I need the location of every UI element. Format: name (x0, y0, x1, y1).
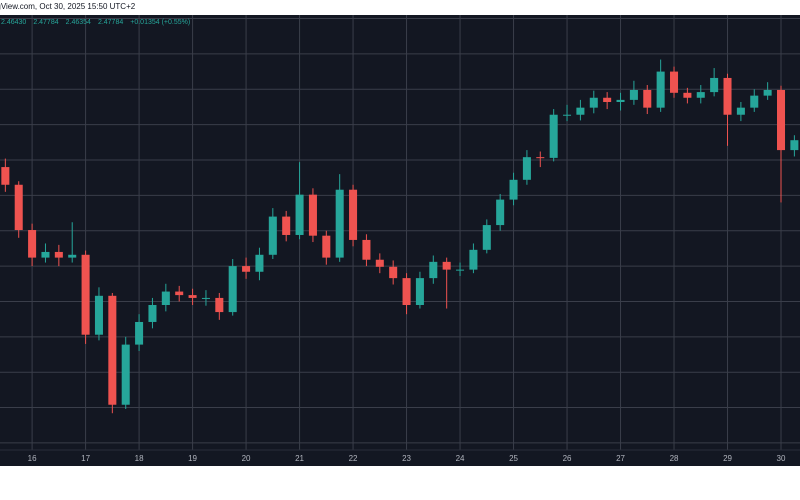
candle-body (14, 184, 23, 231)
x-tick-label: 18 (135, 454, 144, 463)
candle-body (28, 230, 37, 258)
candle-body (201, 297, 210, 299)
candle-body (616, 99, 625, 102)
candles (1, 59, 799, 414)
candle-body (402, 278, 411, 305)
ohlc-legend: 2.46430 2.47784 2.46354 2.47784 +0.01354 (+0… (1, 19, 190, 26)
x-tick-label: 19 (188, 454, 197, 463)
chart-background (0, 15, 800, 466)
candle-body (255, 254, 264, 272)
candle-body (429, 261, 438, 279)
x-tick-label: 23 (402, 454, 411, 463)
candle-body (188, 295, 197, 298)
candle-body (228, 266, 237, 313)
candle-body (442, 261, 451, 270)
candle-body (469, 249, 478, 270)
x-tick-label: 16 (28, 454, 37, 463)
candle-body (335, 189, 344, 258)
candle-body (763, 89, 772, 96)
ohlc-value: 2.47784 (98, 19, 123, 26)
candle-body (94, 295, 103, 335)
ohlc-value: 2.47784 (33, 19, 58, 26)
candle-body (563, 114, 572, 116)
candle-body (456, 269, 465, 271)
candle-body (135, 321, 144, 345)
x-tick-label: 28 (670, 454, 679, 463)
x-tick-label: 26 (563, 454, 572, 463)
candle-body (1, 167, 10, 185)
candle-body (215, 297, 224, 313)
candle-body (108, 295, 117, 405)
x-tick-label: 22 (349, 454, 358, 463)
candle-body (776, 89, 786, 151)
candle-body (696, 92, 705, 98)
candle-body (68, 254, 77, 258)
header-title: TradingView.com, Oct 30, 2025 15:50 UTC+… (0, 2, 136, 11)
candle-body (496, 199, 505, 226)
candle-body (54, 251, 63, 258)
candle-body (509, 179, 518, 200)
candle-body (242, 266, 251, 272)
candle-body (322, 235, 331, 258)
ohlc-value: 2.46430 (1, 19, 26, 26)
candle-body (415, 278, 424, 305)
candle-body (723, 77, 732, 115)
candle-body (121, 344, 130, 405)
candle-body (389, 266, 398, 279)
candle-body (683, 92, 692, 98)
candle-body (736, 107, 745, 115)
x-tick-label: 27 (616, 454, 625, 463)
candle-body (710, 77, 719, 93)
x-tick-label: 21 (295, 454, 304, 463)
candle-body (603, 97, 612, 102)
candle-body (282, 216, 291, 235)
candle-body (349, 189, 358, 240)
x-axis: 16 17 18 19 20 21 22 23 24 25 26 27 28 29 30 (28, 454, 786, 463)
candle-body (576, 107, 585, 115)
candle-body (670, 71, 679, 93)
candle-body (536, 157, 545, 159)
candle-body (790, 140, 799, 151)
candle-body (643, 89, 652, 108)
candle-body (175, 291, 184, 296)
x-tick-label: 17 (81, 454, 90, 463)
ohlc-value: +0.01354 (+0.55%) (130, 19, 190, 26)
candle-body (549, 114, 558, 158)
ohlc-value: 2.46354 (66, 19, 91, 26)
x-tick-label: 24 (456, 454, 465, 463)
x-tick-label: 29 (723, 454, 732, 463)
candle-body (656, 71, 665, 108)
x-tick-label: 30 (777, 454, 786, 463)
candle-body (589, 97, 598, 108)
candle-body (629, 89, 638, 100)
candle-body (522, 157, 531, 180)
candle-body (308, 194, 317, 236)
candle-body (295, 194, 304, 235)
candle-body (482, 225, 491, 250)
candle-body (41, 251, 50, 258)
candle-body (148, 305, 157, 322)
candle-body (375, 259, 384, 267)
candle-body (161, 291, 170, 305)
x-tick-label: 20 (242, 454, 251, 463)
candle-body (268, 216, 277, 255)
x-tick-label: 25 (509, 454, 518, 463)
candle-body (362, 239, 371, 260)
candle-body (81, 254, 90, 335)
candle-body (750, 95, 759, 108)
